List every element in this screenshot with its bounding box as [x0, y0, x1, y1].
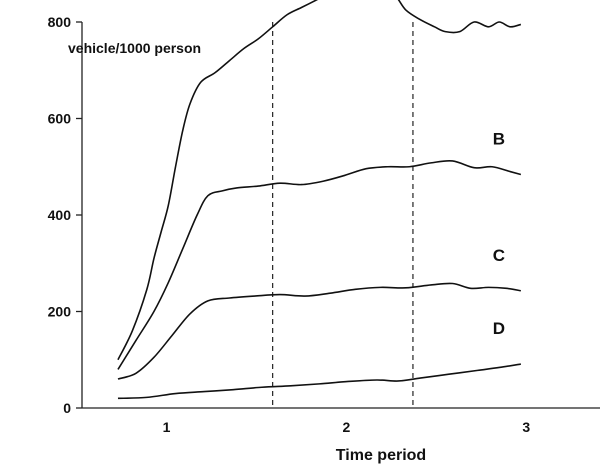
y-ticks: 0 200 400 600 800 [48, 14, 82, 416]
series-line-b [117, 159, 522, 370]
x-period-label: 2 [342, 419, 350, 435]
series-lines [117, 0, 522, 400]
x-axis-title: Time period [336, 447, 426, 464]
y-tick-label: 400 [48, 207, 72, 223]
unit-annotation: vehicle/1000 person [68, 40, 201, 56]
y-tick-label: 800 [48, 14, 72, 30]
x-period-label: 1 [163, 419, 171, 435]
series-line-d [117, 363, 521, 400]
period-boundaries [272, 22, 414, 408]
series-labels: ABCD [493, 129, 505, 338]
y-tick-label: 200 [48, 304, 72, 320]
x-period-label: 3 [522, 419, 530, 435]
series-label-c: C [493, 246, 505, 265]
series-line-c [117, 282, 521, 380]
x-ticks: 1 2 3 [163, 419, 531, 435]
series-label-d: D [493, 319, 505, 338]
y-tick-label: 600 [48, 111, 72, 127]
series-label-b: B [493, 129, 505, 148]
y-tick-label: 0 [63, 400, 71, 416]
series-line-a [117, 0, 522, 361]
